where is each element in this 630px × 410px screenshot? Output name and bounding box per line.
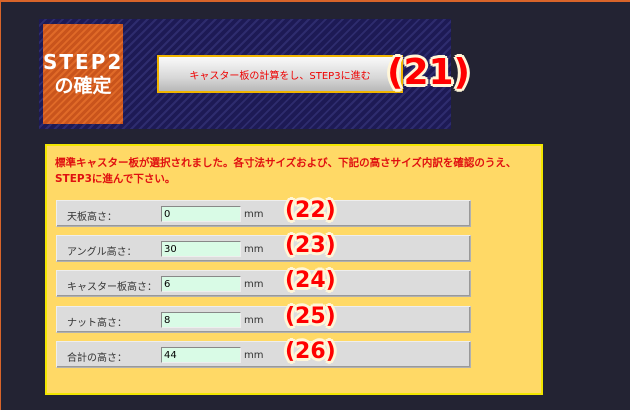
unit-label: mm: [244, 315, 264, 326]
callout-24: (24): [285, 268, 336, 293]
info-message: 標準キャスター板が選択されました。各寸法サイズおよび、下記の高さサイズ内訳を確認…: [55, 157, 517, 185]
unit-label: mm: [244, 244, 264, 255]
top-plate-height-input[interactable]: [161, 206, 241, 222]
callout-22: (22): [285, 198, 336, 223]
row-angle-height: アングル高さ： mm: [56, 235, 471, 262]
row-total-height: 合計の高さ： mm: [56, 341, 471, 368]
row-nut-height: ナット高さ： mm: [56, 306, 471, 333]
angle-height-input[interactable]: [161, 241, 241, 257]
step2-badge: STEP2 の確定: [43, 24, 123, 124]
field-label: キャスター板高さ：: [67, 282, 157, 293]
field-label: 合計の高さ：: [67, 353, 127, 364]
row-top-plate-height: 天板高さ： mm: [56, 200, 471, 227]
callout-23: (23): [285, 233, 336, 258]
step-sublabel: の確定: [54, 74, 112, 97]
step-label: STEP2: [43, 49, 124, 74]
unit-label: mm: [244, 279, 264, 290]
row-caster-plate-height: キャスター板高さ： mm: [56, 270, 471, 297]
unit-label: mm: [244, 209, 264, 220]
callout-25: (25): [285, 304, 336, 329]
callout-26: (26): [285, 339, 336, 364]
caster-plate-height-input[interactable]: [161, 276, 241, 292]
unit-label: mm: [244, 350, 264, 361]
callout-21: (21): [387, 52, 471, 93]
nut-height-input[interactable]: [161, 312, 241, 328]
total-height-input[interactable]: [161, 347, 241, 363]
field-label: アングル高さ：: [67, 247, 137, 258]
field-label: ナット高さ：: [67, 318, 127, 329]
proceed-step3-button[interactable]: キャスター板の計算をし、STEP3に進む: [157, 55, 403, 93]
field-label: 天板高さ：: [67, 212, 117, 223]
